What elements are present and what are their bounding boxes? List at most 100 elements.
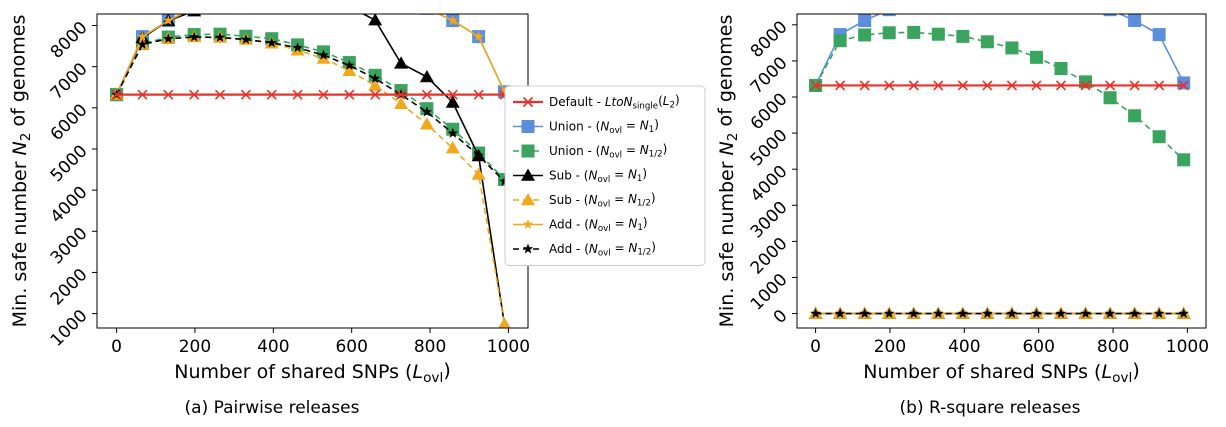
data-point-union_half-10 [1054, 61, 1068, 75]
x-tick-label-a-800: 800 [414, 337, 446, 357]
series-line-add_half [115, 36, 506, 183]
data-point-default-14 [473, 89, 484, 100]
data-point-union_half-4 [907, 25, 921, 39]
data-point-add_half-14 [473, 150, 484, 161]
data-point-add_half-10 [369, 73, 381, 84]
data-point-add-1 [137, 31, 148, 42]
legend-label-sub_half: Sub - (Novl​ = N1/2​) [549, 191, 656, 210]
data-point-union_half-1 [833, 34, 847, 48]
legend-marker-sub [521, 168, 535, 181]
data-point-add_half-5 [240, 34, 252, 44]
data-point-union-12 [1103, 14, 1117, 17]
y-tick-label-a-5000: 5000 [47, 141, 92, 186]
data-point-add_half-1 [137, 38, 148, 49]
legend-marker-union [521, 120, 535, 133]
data-point-default-4 [908, 80, 919, 91]
data-point-add-3 [189, 3, 199, 13]
data-point-union_half-13 [1128, 109, 1142, 123]
caption-b: (b) R-square releases [899, 398, 1081, 418]
data-point-sub-12 [419, 69, 434, 83]
data-point-sub_half-14 [471, 167, 486, 180]
data-point-default-0 [111, 89, 122, 100]
data-point-default-13 [1129, 80, 1140, 91]
data-point-union-14 [1152, 28, 1166, 42]
legend-label-add: Add - (Novl​ = N1​) [549, 215, 648, 234]
legend-marker-union_half [521, 144, 535, 158]
data-point-add_half-15 [1178, 308, 1189, 319]
data-point-default-9 [1031, 80, 1042, 91]
data-point-default-1 [835, 80, 846, 91]
data-point-sub-9 [342, 0, 356, 12]
legend-marker-add [522, 219, 534, 229]
series-line-union [814, 14, 1185, 86]
data-point-default-5 [933, 80, 944, 91]
legend-marker-add_half [522, 243, 534, 254]
data-point-default-14 [1154, 80, 1165, 91]
data-point-add_half-14 [1153, 308, 1165, 319]
x-axis-label-b: Number of shared SNPs (Lovl​) [863, 359, 1140, 386]
data-point-sub-13 [445, 95, 460, 108]
data-point-union-12 [420, 14, 434, 15]
data-point-union_half-8 [1005, 41, 1019, 55]
data-point-union-4 [214, 0, 227, 4]
data-point-add_half-6 [957, 308, 969, 319]
series-line-sub_half [115, 36, 506, 325]
data-point-add-11 [396, 0, 406, 2]
series-line-union_half [814, 31, 1185, 161]
chart-b: 0 200 400 600 800 100001000200030004000500060… [714, 0, 1209, 386]
data-point-add-4 [215, 0, 225, 2]
data-point-default-3 [189, 89, 200, 100]
data-point-add_half-3 [188, 31, 200, 42]
data-point-sub_half-11 [394, 96, 409, 109]
x-tick-label-a-0: 0 [111, 337, 122, 357]
data-point-union-11 [1079, 0, 1092, 7]
data-point-union-13 [1128, 14, 1142, 27]
data-point-sub_half-13 [445, 141, 460, 154]
data-point-add_half-13 [447, 127, 458, 138]
y-tick-label-b-4000: 4000 [747, 162, 792, 207]
y-axis-label-b: Min. safe number N2​ of genomes [714, 15, 741, 328]
x-tick-label-a-200: 200 [179, 337, 211, 357]
x-axis-label-a: Number of shared SNPs (Lovl​) [174, 359, 451, 386]
data-point-default-2 [163, 89, 174, 100]
data-point-default-7 [292, 89, 303, 100]
data-point-add_half-12 [421, 106, 433, 117]
data-point-add_half-4 [214, 31, 226, 42]
caption-a: (a) Pairwise releases [184, 398, 360, 418]
data-point-sub-4 [213, 0, 227, 3]
data-point-add_half-2 [163, 33, 174, 44]
y-tick-label-a-2000: 2000 [47, 265, 92, 310]
legend-label-add_half: Add - (Novl​ = N1/2​) [549, 240, 656, 259]
data-point-add_half-11 [1080, 308, 1091, 319]
y-tick-label-a-8000: 8000 [47, 18, 92, 63]
data-point-add-15 [499, 86, 510, 97]
data-point-sub_half-9 [342, 63, 357, 77]
data-point-default-2 [859, 80, 870, 91]
data-point-default-7 [982, 80, 993, 91]
data-point-union-4 [907, 0, 920, 7]
data-point-union_half-7 [980, 35, 994, 49]
data-point-default-6 [266, 89, 277, 100]
x-tick-label-a-400: 400 [257, 337, 289, 357]
x-tick-label-b-0: 0 [810, 337, 821, 357]
y-tick-label-b-7000: 7000 [747, 53, 792, 98]
legend-label-sub: Sub - (Novl​ = N1​) [549, 166, 647, 185]
y-tick-label-a-3000: 3000 [47, 224, 92, 269]
plot-frame-b [796, 13, 1207, 329]
y-axis-label-a: Min. safe number N2​ of genomes [7, 15, 34, 328]
x-tick-label-b-200: 200 [874, 337, 906, 357]
y-tick-label-b-3000: 3000 [747, 198, 792, 243]
data-point-union_half-5 [931, 27, 945, 41]
data-point-add-12 [422, 3, 432, 13]
data-point-add_half-6 [266, 37, 277, 48]
legend: Default - LtoNsingle​(L2​) Union - (Novl​… [504, 85, 706, 266]
data-point-add_half-9 [344, 59, 355, 70]
legend-box [504, 85, 706, 266]
data-point-default-8 [1006, 80, 1017, 91]
legend-marker-default [522, 96, 534, 108]
data-point-default-6 [957, 80, 968, 91]
data-point-union_half-6 [956, 29, 970, 43]
data-point-add_half-15 [499, 175, 510, 186]
data-point-sub-8 [316, 0, 330, 3]
